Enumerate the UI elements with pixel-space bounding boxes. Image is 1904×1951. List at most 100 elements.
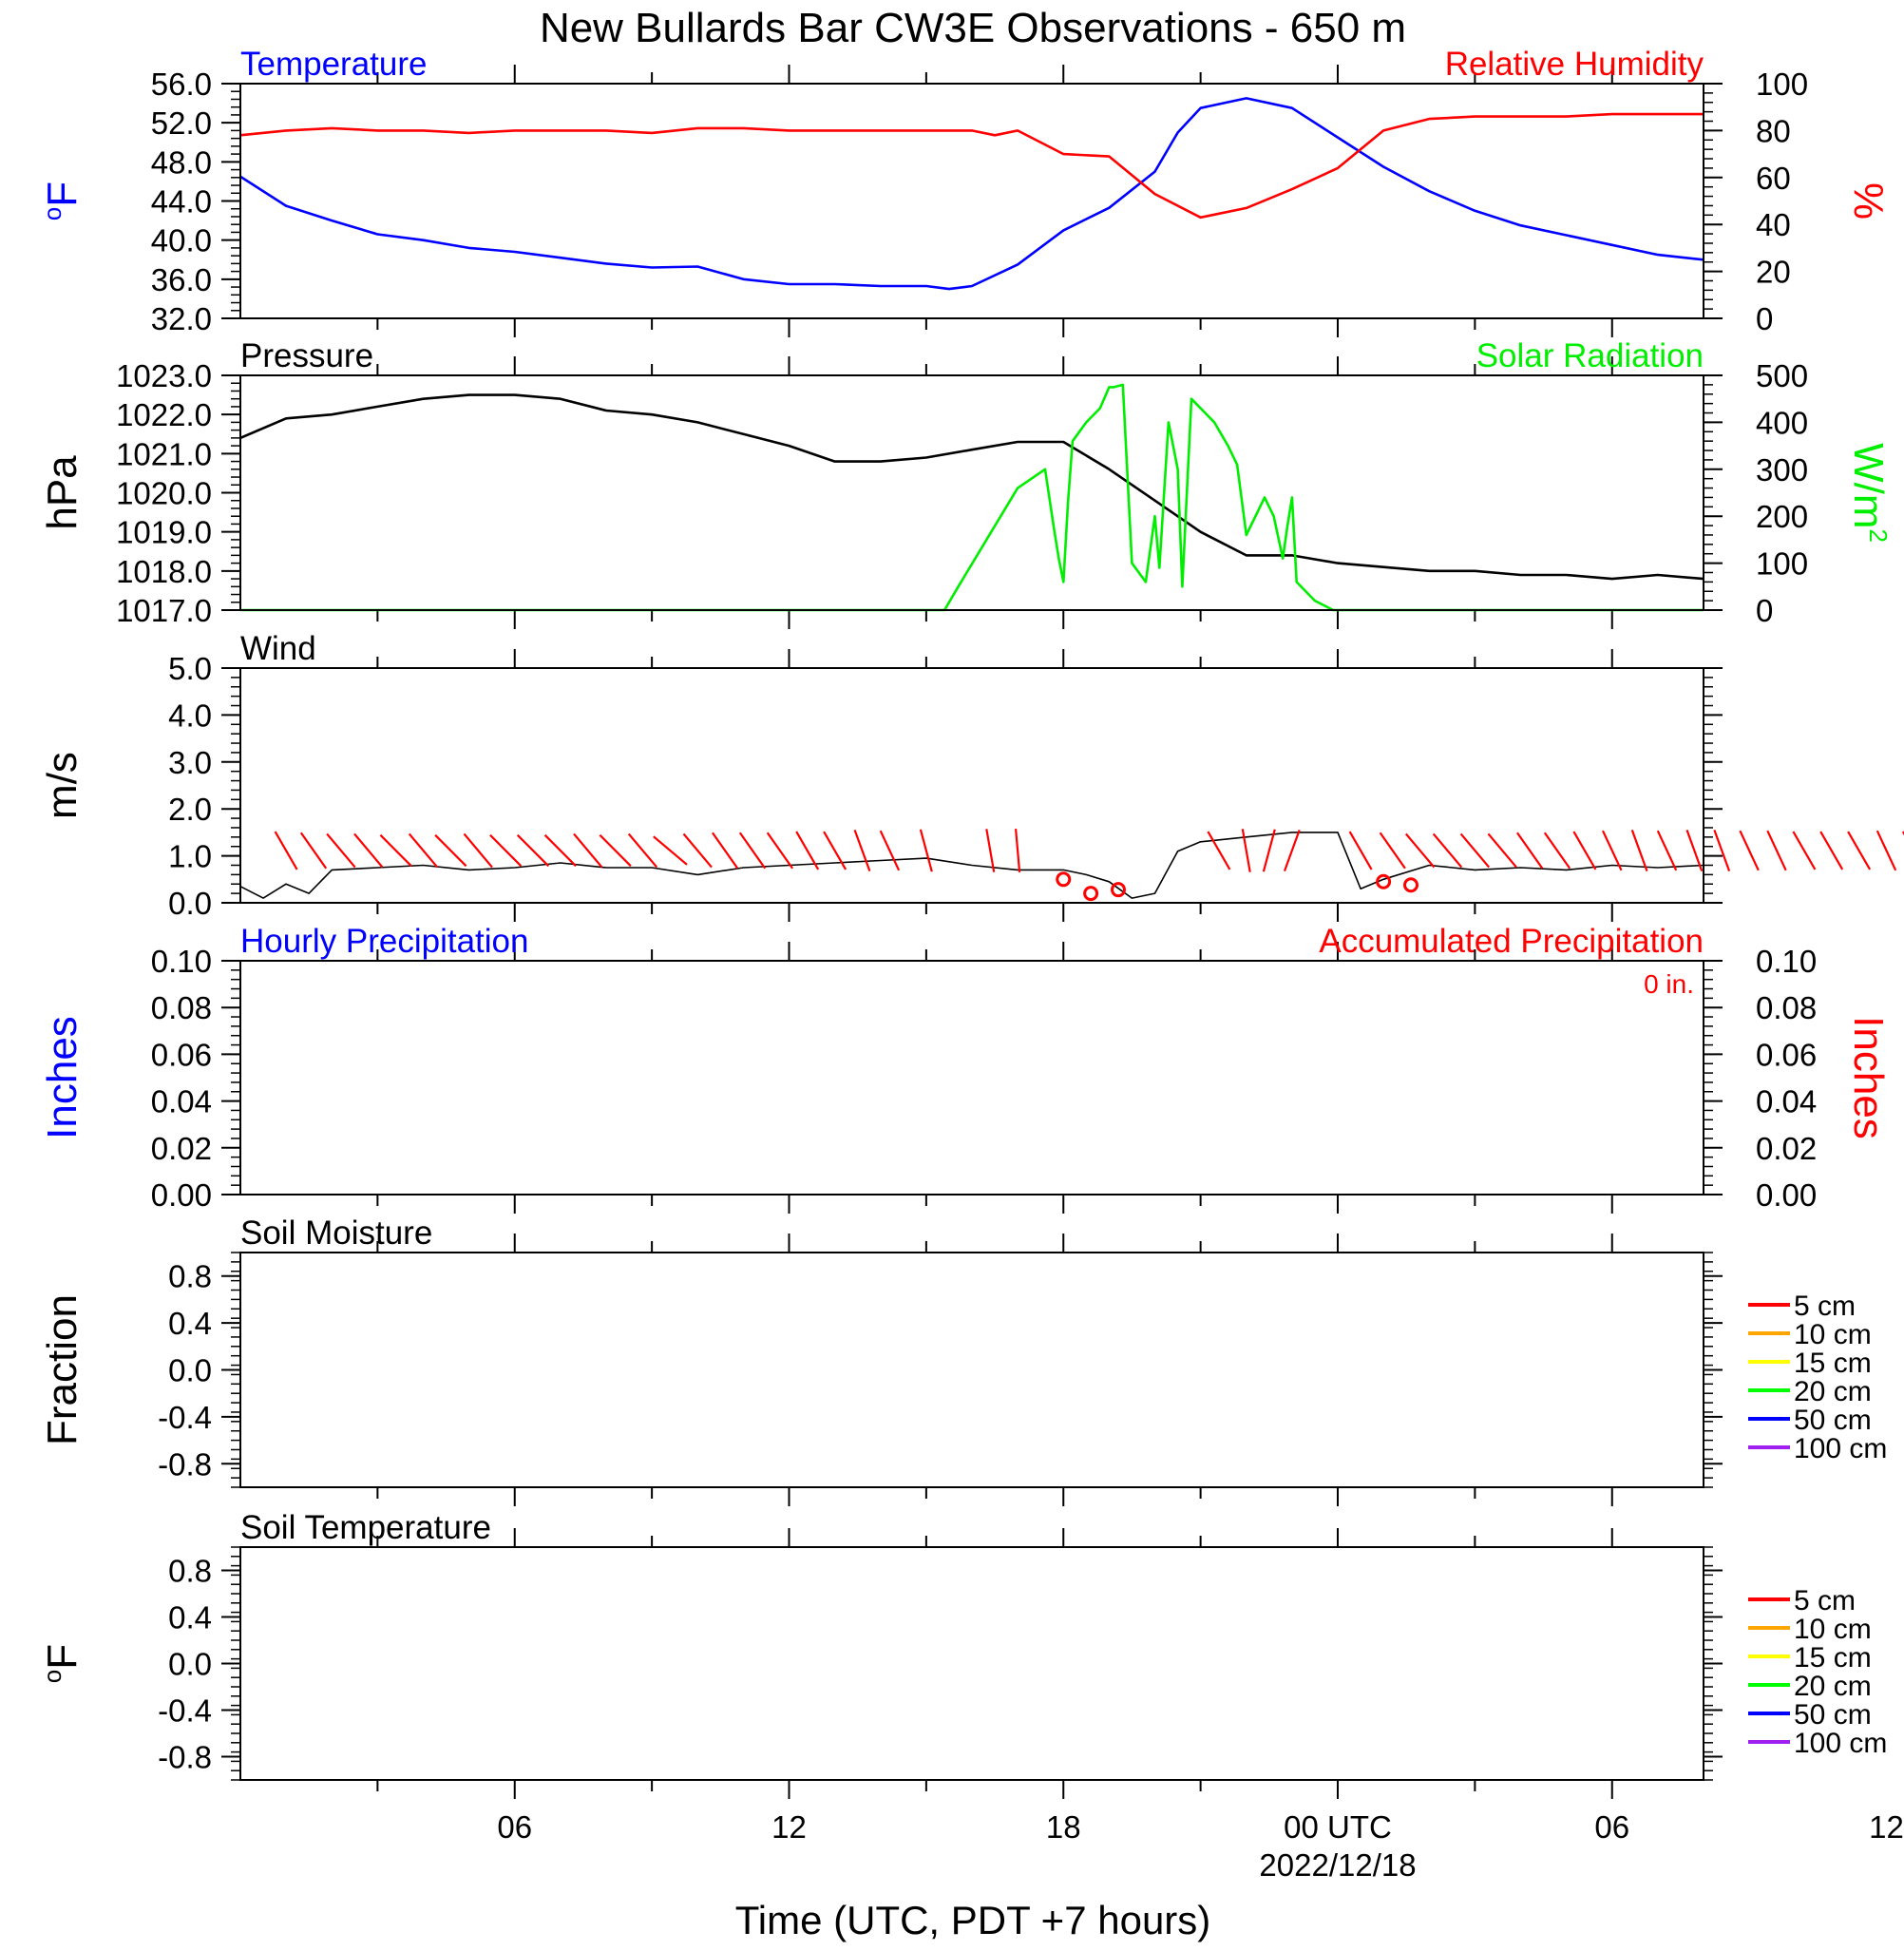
y-tick-label-right: 500 xyxy=(1756,358,1808,393)
x-tick-label: 12 xyxy=(771,1809,807,1845)
y-axis-label-right: W/m2 xyxy=(1845,443,1893,543)
y-tick-label-left: 1022.0 xyxy=(116,397,212,432)
y-axis-label-left: oF xyxy=(38,1644,86,1683)
wind-barb xyxy=(1572,831,1597,870)
y-tick-label-left: 5.0 xyxy=(168,651,212,686)
y-tick-label-right: 0.06 xyxy=(1756,1037,1817,1072)
wind-barb xyxy=(379,833,412,868)
y-tick-label-right: 200 xyxy=(1756,499,1808,534)
y-tick-label-right: 60 xyxy=(1756,161,1791,196)
wind-barb xyxy=(985,829,996,872)
y-tick-label-left: -0.4 xyxy=(158,1400,212,1435)
legend-label: 5 cm xyxy=(1794,1585,1856,1616)
panel-frame xyxy=(239,83,1704,319)
wind-barb xyxy=(1459,832,1491,869)
y-tick-label-right: 0.02 xyxy=(1756,1131,1817,1166)
wind-barb xyxy=(1487,832,1517,869)
wind-barb xyxy=(1630,830,1648,871)
y-tick-label-right: 0 xyxy=(1756,593,1773,628)
y-tick-label-left: 40.0 xyxy=(151,223,212,258)
panel-title-left: Wind xyxy=(240,630,316,667)
wind-barb xyxy=(738,832,767,870)
wind-barb xyxy=(599,833,632,868)
wind-barb xyxy=(1207,831,1231,870)
wind-barb xyxy=(653,835,688,866)
wind-barb xyxy=(795,831,820,870)
y-axis-label-right: Inches xyxy=(1845,1016,1892,1139)
y-tick-label-left: 0.4 xyxy=(168,1306,212,1341)
x-tick-label: 06 xyxy=(1594,1809,1629,1845)
y-axis-label-left: Fraction xyxy=(39,1294,86,1445)
panel-wind: 0.0 1.0 2.0 3.0 4.0 5.0 Wind m/s xyxy=(39,630,1904,922)
panel-frame xyxy=(239,1252,1704,1488)
x-tick-label: 12 xyxy=(1869,1809,1904,1845)
wind-barb xyxy=(1241,829,1251,872)
y-tick-label-right: 0.00 xyxy=(1756,1177,1817,1213)
panel-title-right: Solar Radiation xyxy=(1476,337,1704,374)
wind-barb xyxy=(1348,831,1373,870)
wind-barb xyxy=(879,830,901,871)
y-axis-label-left: oF xyxy=(38,182,86,220)
series-temperature xyxy=(239,97,1704,291)
y-tick-label-right: 0.04 xyxy=(1756,1084,1817,1119)
y-tick-label-right: 0.08 xyxy=(1756,990,1817,1025)
wind-barb xyxy=(1543,832,1571,870)
y-tick-label-left: 0.06 xyxy=(151,1037,212,1072)
wind-barb xyxy=(1792,831,1817,870)
y-tick-label-left: 1020.0 xyxy=(116,476,212,511)
legend-label: 5 cm xyxy=(1794,1291,1856,1322)
wind-barb xyxy=(573,832,603,869)
y-tick-label-left: -0.8 xyxy=(158,1446,212,1482)
wind-barb xyxy=(1432,832,1463,869)
wind-barb xyxy=(543,833,577,868)
y-tick-label-left: 1019.0 xyxy=(116,515,212,550)
wind-barb xyxy=(274,831,298,870)
wind-barb xyxy=(516,833,550,868)
y-tick-label-left: 36.0 xyxy=(151,262,212,297)
legend-label: 50 cm xyxy=(1794,1405,1872,1436)
y-tick-label-left: 0.0 xyxy=(168,886,212,921)
wind-barb xyxy=(823,831,847,870)
panel-precipitation: 0.00 0.02 0.04 0.06 0.08 0.10 0.00 0.02 0.04 0.06… xyxy=(39,923,1892,1214)
wind-barb xyxy=(1262,829,1276,872)
panels: 32.0 36.0 40.044.0 48.052.056.0 0 20 40 60 80 100… xyxy=(38,46,1904,1799)
x-tick-label: 00 UTC xyxy=(1284,1809,1392,1845)
x-axis-label: Time (UTC, PDT +7 hours) xyxy=(735,1898,1211,1942)
wind-barb xyxy=(408,832,439,869)
panel-frame xyxy=(239,960,1704,1195)
y-tick-label-left: 1021.0 xyxy=(116,436,212,471)
wind-barb xyxy=(489,833,523,868)
wind-barb xyxy=(711,832,739,870)
y-tick-label-left: 0.02 xyxy=(151,1131,212,1166)
y-tick-label-right: 40 xyxy=(1756,207,1791,242)
legend-label: 10 cm xyxy=(1794,1614,1872,1645)
wind-barb xyxy=(1515,832,1544,870)
y-tick-label-right: 100 xyxy=(1756,67,1808,102)
wind-barb xyxy=(853,830,871,871)
wind-barb xyxy=(1819,831,1844,870)
panel-temperature-humidity: 32.0 36.0 40.044.0 48.052.056.0 0 20 40 60 80 100… xyxy=(38,46,1892,337)
wind-barb xyxy=(1602,830,1623,871)
y-tick-label-left: 1018.0 xyxy=(116,554,212,589)
calm-wind-marker xyxy=(1111,882,1126,898)
y-axis-label-right: % xyxy=(1845,182,1892,220)
legend-label: 50 cm xyxy=(1794,1699,1872,1731)
y-tick-label-left: 52.0 xyxy=(151,105,212,141)
wind-barb xyxy=(1656,830,1678,871)
x-tick-label: 18 xyxy=(1046,1809,1081,1845)
y-tick-label-left: 0.8 xyxy=(168,1259,212,1294)
panel-title-right: Relative Humidity xyxy=(1445,46,1704,83)
series-wind xyxy=(239,832,1704,899)
y-axis-label-left: m/s xyxy=(39,752,86,819)
wind-barb xyxy=(1847,831,1872,870)
x-tick-date-label: 2022/12/18 xyxy=(1259,1847,1416,1883)
panel-frame xyxy=(239,1546,1704,1781)
calm-wind-marker xyxy=(1083,886,1099,902)
wind-barb xyxy=(1404,832,1436,869)
wind-barb xyxy=(1766,830,1787,871)
panel-pressure-solar: 1017.0 1018.0 1019.0 1020.0 1021.0 1022.0 1023… xyxy=(39,337,1893,629)
y-tick-label-right: 100 xyxy=(1756,546,1808,582)
y-tick-label-left: 0.10 xyxy=(151,944,212,979)
wind-barb xyxy=(326,832,356,869)
